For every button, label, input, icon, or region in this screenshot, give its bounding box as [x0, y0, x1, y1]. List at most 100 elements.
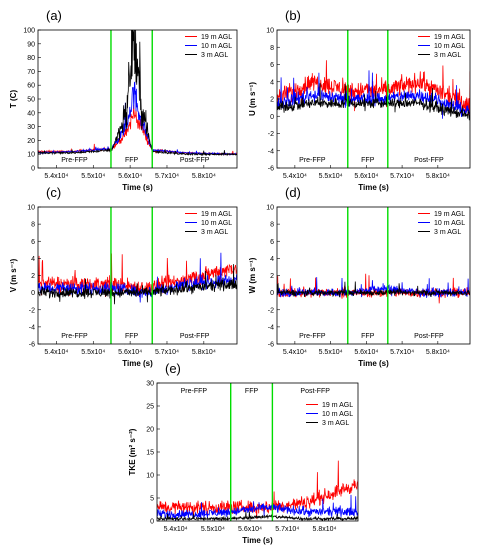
- x-tick-label: 5.7x10⁴: [390, 173, 414, 180]
- y-tick-label: 20: [27, 138, 35, 145]
- x-tick-label: 5.4x10⁴: [44, 349, 68, 356]
- y-tick-label: 4: [270, 79, 274, 86]
- panel-label: (a): [46, 8, 62, 23]
- chart-panel-3: -6 -4 -2 0 2 4 6 8 10 5.4x10⁴ 5.5x10⁴ 5.6x10⁴ 5.7x10…: [9, 185, 238, 368]
- y-tick-label: -4: [29, 324, 35, 331]
- plot-area: [277, 60, 470, 121]
- y-tick-label: 0: [270, 290, 274, 297]
- series-line-3: [38, 30, 237, 157]
- y-tick-label: 20: [146, 427, 154, 434]
- y-tick-label: 80: [27, 55, 35, 62]
- y-tick-label: 90: [27, 41, 35, 48]
- y-axis-label: T (C): [9, 90, 18, 109]
- x-tick-label: 5.8x10⁴: [426, 349, 450, 356]
- y-tick-label: 8: [270, 222, 274, 229]
- legend-entry-3: 3 m AGL: [201, 229, 228, 236]
- x-tick-label: 5.5x10⁴: [319, 349, 343, 356]
- legend: 19 m AGL 10 m AGL 3 m AGL: [306, 402, 353, 427]
- legend-entry-2: 10 m AGL: [322, 411, 353, 418]
- chart-panel-5: 0 5 10 15 20 25 30 5.4x10⁴ 5.5x10⁴ 5.6x10⁴ 5.7x10⁴…: [128, 361, 359, 545]
- x-tick-label: 5.6x10⁴: [354, 173, 378, 180]
- x-tick-label: 5.6x10⁴: [354, 349, 378, 356]
- y-tick-label: 50: [27, 97, 35, 104]
- y-tick-label: -4: [268, 148, 274, 155]
- legend-entry-3: 3 m AGL: [201, 52, 228, 59]
- plot-area: [277, 273, 470, 304]
- x-tick-label: 5.5x10⁴: [201, 526, 225, 533]
- legend-entry-3: 3 m AGL: [434, 229, 461, 236]
- legend: 19 m AGL 10 m AGL 3 m AGL: [185, 211, 232, 236]
- y-tick-label: -2: [268, 307, 274, 314]
- y-tick-label: 10: [266, 205, 274, 212]
- plot-area: [38, 252, 237, 305]
- y-tick-label: 10: [146, 473, 154, 480]
- legend-entry-1: 19 m AGL: [201, 211, 232, 218]
- y-tick-label: 5: [150, 496, 154, 503]
- y-tick-label: 8: [270, 45, 274, 52]
- region-label-ffp: FFP: [125, 333, 139, 340]
- series-line-2: [157, 494, 358, 521]
- region-label-post-ffp: Post-FFP: [414, 333, 444, 340]
- y-tick-label: 2: [270, 273, 274, 280]
- legend-entry-2: 10 m AGL: [201, 43, 232, 50]
- y-tick-label: 0: [31, 290, 35, 297]
- x-tick-label: 5.4x10⁴: [283, 173, 307, 180]
- x-tick-label: 5.7x10⁴: [155, 173, 179, 180]
- y-tick-label: -2: [268, 131, 274, 138]
- legend-entry-2: 10 m AGL: [434, 43, 465, 50]
- chart-panel-2: -6 -4 -2 0 2 4 6 8 10 5.4x10⁴ 5.5x10⁴ 5.6x10⁴ 5.7x10…: [248, 8, 471, 192]
- legend-entry-3: 3 m AGL: [434, 52, 461, 59]
- y-axis-label: V (m s⁻¹): [9, 258, 18, 292]
- region-label-pre-ffp: Pre-FFP: [61, 157, 88, 164]
- y-tick-label: 15: [146, 450, 154, 457]
- y-tick-label: 10: [266, 28, 274, 35]
- x-tick-label: 5.8x10⁴: [192, 173, 216, 180]
- x-axis-label: Time (s): [122, 183, 153, 192]
- panel-label: (d): [285, 185, 301, 200]
- y-tick-label: 10: [27, 205, 35, 212]
- y-tick-label: -6: [268, 342, 274, 349]
- x-tick-label: 5.4x10⁴: [44, 173, 68, 180]
- legend-entry-1: 19 m AGL: [434, 34, 465, 41]
- x-tick-label: 5.8x10⁴: [312, 526, 336, 533]
- region-label-pre-ffp: Pre-FFP: [299, 157, 326, 164]
- region-label-ffp: FFP: [125, 157, 139, 164]
- y-tick-label: 30: [146, 381, 154, 388]
- y-tick-label: 25: [146, 404, 154, 411]
- series-line-2: [277, 70, 470, 119]
- x-tick-label: 5.5x10⁴: [81, 173, 105, 180]
- y-tick-label: -6: [29, 342, 35, 349]
- legend-entry-2: 10 m AGL: [434, 220, 465, 227]
- series-line-3: [38, 264, 237, 305]
- x-tick-label: 5.7x10⁴: [155, 349, 179, 356]
- legend-entry-1: 19 m AGL: [434, 211, 465, 218]
- chart-panel-4: -6 -4 -2 0 2 4 6 8 10 5.4x10⁴ 5.5x10⁴ 5.6x10⁴ 5.7x10…: [248, 185, 471, 368]
- chart-panel-1: 0 10 20 30 40 50 60 70 80 90 100 5.4x10⁴ 5.5x10⁴ 5.6x…: [9, 8, 238, 192]
- y-tick-label: 4: [270, 256, 274, 263]
- y-tick-label: 60: [27, 83, 35, 90]
- y-tick-label: 2: [270, 97, 274, 104]
- series-line-3: [277, 83, 470, 121]
- legend: 19 m AGL 10 m AGL 3 m AGL: [418, 211, 465, 236]
- y-tick-label: -2: [29, 307, 35, 314]
- panel-label: (b): [285, 8, 301, 23]
- region-label-post-ffp: Post-FFP: [180, 157, 210, 164]
- region-label-pre-ffp: Pre-FFP: [181, 388, 208, 395]
- region-label-pre-ffp: Pre-FFP: [299, 333, 326, 340]
- legend-entry-1: 19 m AGL: [322, 402, 353, 409]
- y-tick-label: -4: [268, 324, 274, 331]
- legend: 19 m AGL 10 m AGL 3 m AGL: [185, 34, 232, 59]
- series-line-2: [38, 81, 237, 156]
- plot-frame: [37, 29, 238, 169]
- panel-label: (e): [165, 361, 181, 376]
- y-tick-label: 70: [27, 69, 35, 76]
- y-axis-label: W (m s⁻¹): [248, 257, 257, 293]
- x-tick-label: 5.8x10⁴: [192, 349, 216, 356]
- legend-entry-2: 10 m AGL: [201, 220, 232, 227]
- x-tick-label: 5.5x10⁴: [81, 349, 105, 356]
- series-line-1: [38, 105, 237, 156]
- region-label-ffp: FFP: [361, 157, 375, 164]
- y-tick-label: 0: [31, 166, 35, 173]
- x-tick-label: 5.6x10⁴: [118, 173, 142, 180]
